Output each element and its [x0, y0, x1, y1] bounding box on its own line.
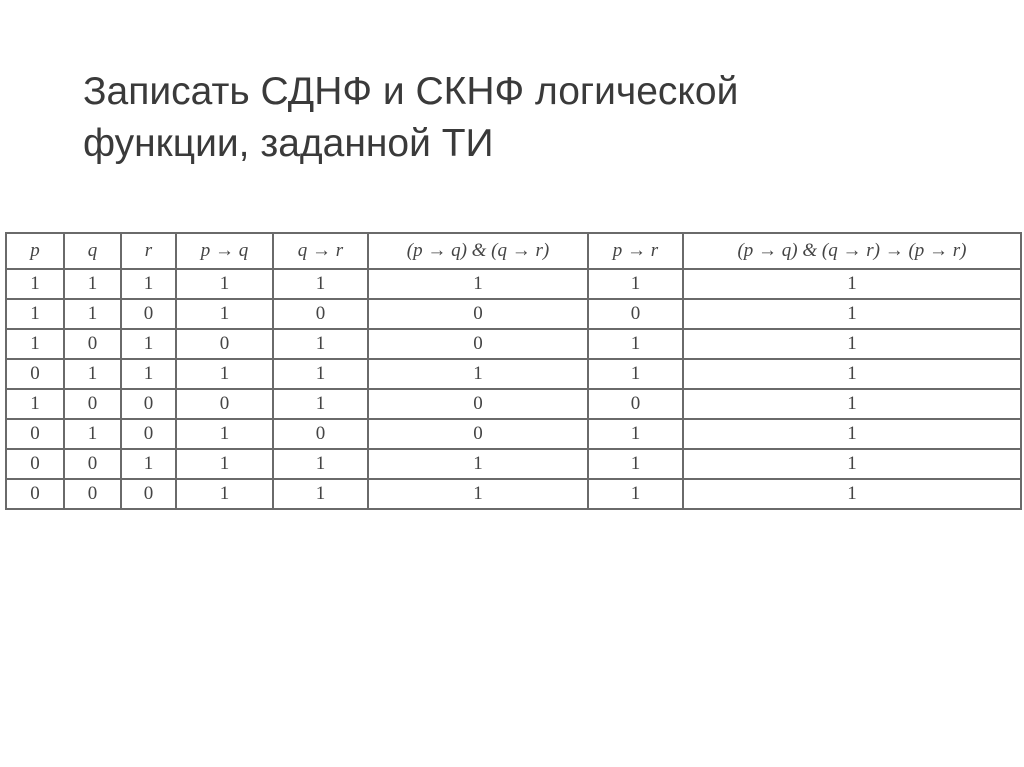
table-cell: 1 — [682, 448, 1022, 480]
table-cell: 1 — [5, 388, 65, 420]
table-cell: 0 — [587, 388, 684, 420]
table-cell: 1 — [367, 478, 589, 510]
table-cell: 1 — [587, 418, 684, 450]
table-cell: 1 — [120, 358, 177, 390]
table-cell: 1 — [272, 388, 369, 420]
table-cell: 1 — [175, 478, 274, 510]
table-cell: 0 — [63, 478, 122, 510]
table-cell: 1 — [682, 388, 1022, 420]
table-cell: 0 — [587, 298, 684, 330]
table-cell: 0 — [63, 328, 122, 360]
table-cell: 1 — [272, 448, 369, 480]
table-cell: 1 — [5, 268, 65, 300]
table-cell: 1 — [682, 328, 1022, 360]
table-cell: 0 — [272, 298, 369, 330]
table-cell: 1 — [682, 298, 1022, 330]
table-cell: 1 — [367, 448, 589, 480]
table-cell: 1 — [120, 448, 177, 480]
table-cell: 0 — [120, 418, 177, 450]
table-cell: 0 — [272, 418, 369, 450]
table-cell: 1 — [5, 298, 65, 330]
table-cell: 1 — [272, 358, 369, 390]
table-cell: 1 — [587, 358, 684, 390]
table-cell: 0 — [120, 478, 177, 510]
table-cell: 1 — [175, 298, 274, 330]
table-cell: 1 — [682, 358, 1022, 390]
table-cell: 1 — [63, 268, 122, 300]
table-cell: 1 — [120, 268, 177, 300]
table-cell: 0 — [5, 448, 65, 480]
table-cell: 1 — [587, 268, 684, 300]
table-cell: 1 — [587, 448, 684, 480]
table-cell: 1 — [5, 328, 65, 360]
column-header: q → r — [272, 232, 369, 270]
table-cell: 0 — [367, 328, 589, 360]
column-header: r — [120, 232, 177, 270]
table-cell: 1 — [682, 478, 1022, 510]
table-cell: 0 — [5, 418, 65, 450]
table-cell: 0 — [175, 388, 274, 420]
column-header: p → r — [587, 232, 684, 270]
table-cell: 0 — [175, 328, 274, 360]
column-header: p → q — [175, 232, 274, 270]
slide-title: Записать СДНФ и СКНФ логической функции,… — [83, 66, 983, 170]
table-cell: 0 — [63, 388, 122, 420]
table-cell: 1 — [63, 358, 122, 390]
column-header: (p → q) & (q → r) → (p → r) — [682, 232, 1022, 270]
table-cell: 1 — [175, 448, 274, 480]
table-cell: 1 — [367, 358, 589, 390]
table-cell: 1 — [682, 268, 1022, 300]
table-cell: 1 — [175, 268, 274, 300]
table-cell: 1 — [272, 328, 369, 360]
column-header: (p → q) & (q → r) — [367, 232, 589, 270]
table-cell: 1 — [63, 418, 122, 450]
table-cell: 1 — [175, 418, 274, 450]
table-cell: 1 — [682, 418, 1022, 450]
table-cell: 1 — [272, 268, 369, 300]
table-cell: 0 — [120, 388, 177, 420]
table-cell: 0 — [5, 358, 65, 390]
table-cell: 0 — [120, 298, 177, 330]
table-cell: 1 — [120, 328, 177, 360]
table-cell: 1 — [587, 478, 684, 510]
table-cell: 1 — [367, 268, 589, 300]
title-line-1: Записать СДНФ и СКНФ логической — [83, 70, 739, 113]
table-cell: 1 — [63, 298, 122, 330]
table-cell: 0 — [367, 298, 589, 330]
column-header: q — [63, 232, 122, 270]
column-header: p — [5, 232, 65, 270]
table-cell: 1 — [272, 478, 369, 510]
table-cell: 1 — [175, 358, 274, 390]
table-cell: 0 — [367, 418, 589, 450]
table-cell: 1 — [587, 328, 684, 360]
title-line-2: функции, заданной ТИ — [83, 122, 494, 165]
table-cell: 0 — [63, 448, 122, 480]
table-cell: 0 — [5, 478, 65, 510]
table-cell: 0 — [367, 388, 589, 420]
